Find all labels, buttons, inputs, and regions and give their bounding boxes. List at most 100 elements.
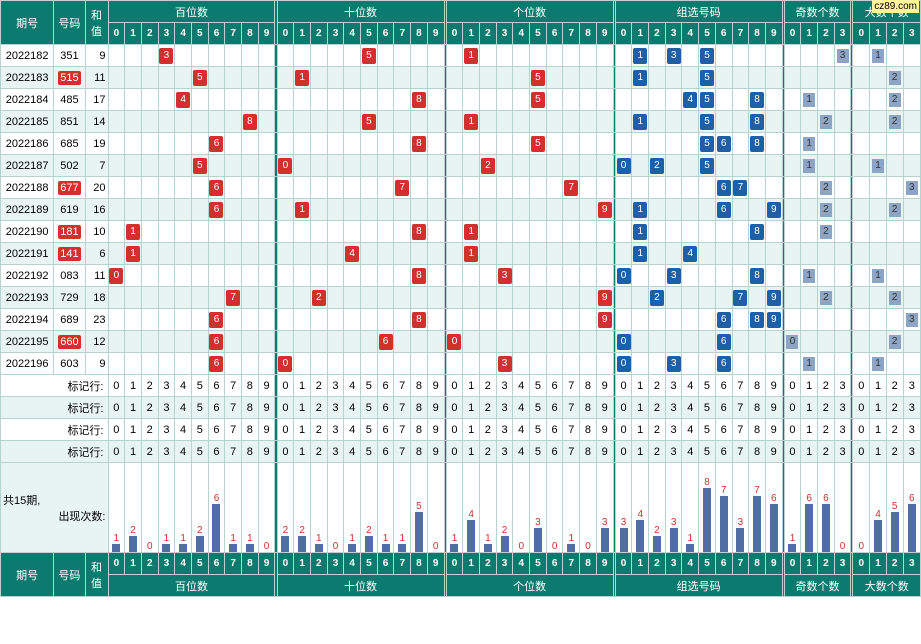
red-ball: 5: [193, 158, 207, 174]
mark-row: 标记行:012345678901234567890123456789012345…: [1, 375, 921, 397]
blue-ball: 7: [733, 290, 747, 306]
red-ball: 6: [209, 334, 223, 350]
red-ball: 4: [176, 92, 190, 108]
red-ball: 8: [412, 136, 426, 152]
count-badge: 2: [820, 115, 832, 129]
red-ball: 5: [362, 114, 376, 130]
blue-ball: 0: [617, 356, 631, 372]
blue-ball: 1: [633, 224, 647, 240]
blue-ball: 7: [733, 180, 747, 196]
blue-ball: 6: [717, 356, 731, 372]
header-code: 号码: [54, 1, 85, 45]
red-ball: 0: [447, 334, 461, 350]
blue-ball: 1: [633, 246, 647, 262]
red-ball: 5: [531, 92, 545, 108]
count-badge: 3: [906, 313, 918, 327]
frequency-row: 共15期,出现次数:120112611022101211501412030103…: [1, 463, 921, 553]
header-sum: 和值: [85, 1, 108, 45]
table-row: 2022191141614114: [1, 243, 921, 265]
blue-ball: 0: [617, 268, 631, 284]
blue-ball: 8: [750, 92, 764, 108]
red-ball: 8: [412, 92, 426, 108]
table-row: 2022195660126600602: [1, 331, 921, 353]
blue-ball: 6: [717, 136, 731, 152]
count-badge: 2: [820, 203, 832, 217]
count-badge: 1: [803, 357, 815, 371]
red-ball: 1: [295, 70, 309, 86]
mark-row: 标记行:012345678901234567890123456789012345…: [1, 397, 921, 419]
blue-ball: 3: [667, 356, 681, 372]
table-row: 2022196603960303611: [1, 353, 921, 375]
red-ball: 1: [464, 48, 478, 64]
table-row: 2022182351935113531: [1, 45, 921, 67]
red-ball: 8: [412, 312, 426, 328]
count-badge: 2: [820, 225, 832, 239]
red-ball: 4: [345, 246, 359, 262]
count-badge: 2: [889, 203, 901, 217]
table-row: 20221937291872927922: [1, 287, 921, 309]
count-badge: 2: [820, 181, 832, 195]
blue-ball: 1: [633, 202, 647, 218]
red-ball: 7: [564, 180, 578, 196]
count-badge: 2: [889, 93, 901, 107]
blue-ball: 8: [750, 136, 764, 152]
red-ball: 6: [209, 202, 223, 218]
red-ball: 6: [209, 312, 223, 328]
table-row: 2022188677206776723: [1, 177, 921, 199]
count-badge: 3: [906, 181, 918, 195]
blue-ball: 2: [650, 158, 664, 174]
blue-ball: 6: [717, 312, 731, 328]
mark-row: 标记行:012345678901234567890123456789012345…: [1, 441, 921, 463]
mark-row: 标记行:012345678901234567890123456789012345…: [1, 419, 921, 441]
count-badge: 1: [803, 269, 815, 283]
red-ball: 6: [209, 180, 223, 196]
table-row: 20221858511485115822: [1, 111, 921, 133]
blue-ball: 8: [750, 114, 764, 130]
blue-ball: 5: [700, 114, 714, 130]
table-row: 2022187502750202511: [1, 155, 921, 177]
red-ball: 8: [412, 268, 426, 284]
count-badge: 1: [872, 357, 884, 371]
red-ball: 5: [531, 70, 545, 86]
red-ball: 1: [464, 224, 478, 240]
table-row: 2022186685196855681: [1, 133, 921, 155]
header-odd-cnt: 奇数个数: [784, 1, 851, 23]
count-badge: 1: [803, 137, 815, 151]
header-section-bai: 百位数: [108, 1, 275, 23]
red-ball: 3: [498, 268, 512, 284]
blue-ball: 8: [750, 268, 764, 284]
blue-ball: 1: [633, 70, 647, 86]
red-ball: 2: [312, 290, 326, 306]
red-ball: 1: [126, 246, 140, 262]
blue-ball: 1: [633, 114, 647, 130]
blue-ball: 3: [667, 268, 681, 284]
blue-ball: 5: [700, 92, 714, 108]
blue-ball: 5: [700, 136, 714, 152]
red-ball: 7: [226, 290, 240, 306]
table-row: 20221844851748545812: [1, 89, 921, 111]
table-row: 202218351511515152: [1, 67, 921, 89]
count-badge: 2: [889, 115, 901, 129]
count-badge: 2: [889, 335, 901, 349]
lottery-trend-table: 期号号码和值百位数十位数个位数组选号码奇数个数大数个数0123456789012…: [0, 0, 921, 597]
red-ball: 5: [193, 70, 207, 86]
blue-ball: 8: [750, 224, 764, 240]
table-row: 20221920831108303811: [1, 265, 921, 287]
blue-ball: 1: [633, 48, 647, 64]
watermark: cz89.com: [872, 0, 919, 13]
blue-ball: 3: [667, 48, 681, 64]
blue-ball: 6: [717, 180, 731, 196]
red-ball: 6: [379, 334, 393, 350]
blue-ball: 4: [683, 92, 697, 108]
red-ball: 8: [243, 114, 257, 130]
red-ball: 9: [598, 290, 612, 306]
table-row: 202219018110181182: [1, 221, 921, 243]
red-ball: 1: [464, 114, 478, 130]
red-ball: 6: [209, 356, 223, 372]
red-ball: 9: [598, 312, 612, 328]
blue-ball: 6: [717, 202, 731, 218]
red-ball: 1: [126, 224, 140, 240]
header-section-grp: 组选号码: [615, 1, 782, 23]
count-badge: 1: [803, 93, 815, 107]
blue-ball: 5: [700, 70, 714, 86]
